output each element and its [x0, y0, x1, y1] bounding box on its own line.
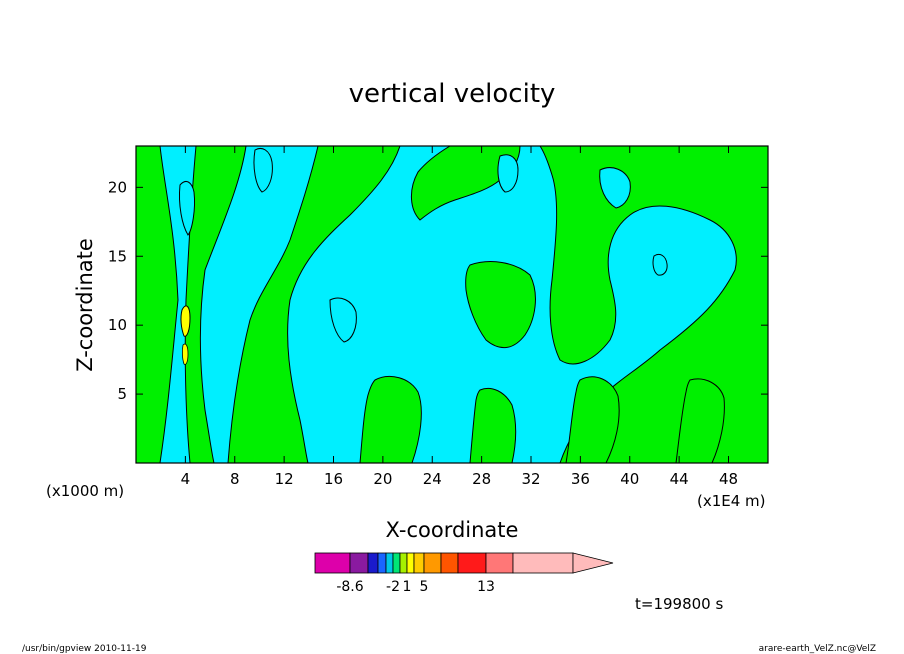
colorbar-bin: [367, 552, 379, 574]
y-tick-label: 10: [108, 316, 127, 334]
x-tick-label: 16: [324, 470, 343, 488]
colorbar-bin: [349, 552, 369, 574]
x-tick-label: 32: [521, 470, 540, 488]
x-axis: 4 8 12 16 20 24 28 32 36 40 44 48: [181, 146, 738, 488]
x-tick-label: 8: [230, 470, 240, 488]
y-axis-label: Z-coordinate: [73, 238, 97, 372]
y-unit-label: (x1000 m): [46, 482, 124, 500]
negative-islands: [179, 148, 668, 343]
colorbar-bin: [440, 552, 459, 574]
footer-left: /usr/bin/gpview 2010-11-19: [22, 644, 147, 654]
colorbar-bin: [457, 552, 487, 574]
contour-field: [136, 146, 768, 463]
colorbar-bin: [512, 552, 574, 574]
colorbar-bin: [485, 552, 514, 574]
x-tick-label: 28: [472, 470, 491, 488]
colorbar: [314, 552, 614, 574]
x-tick-label: 20: [373, 470, 392, 488]
x-tick-label: 40: [620, 470, 639, 488]
y-tick-label: 15: [108, 247, 127, 265]
colorbar-label: -2: [386, 579, 400, 595]
colorbar-label: -8.6: [336, 579, 363, 595]
colorbar-bin: [413, 552, 425, 574]
positive-regions: [136, 146, 768, 463]
strong-updraft-cell: [180, 305, 191, 337]
colorbar-bin: [399, 552, 408, 574]
plot-frame: [135, 145, 769, 464]
x-tick-label: 12: [275, 470, 294, 488]
colorbar-bin: [385, 552, 394, 574]
colorbar-bin: [423, 552, 442, 574]
x-unit-label: (x1E4 m): [697, 492, 766, 510]
time-label: t=199800 s: [635, 595, 723, 613]
y-axis: 5 10 15 20: [108, 178, 768, 403]
colorbar-label: 5: [420, 579, 429, 595]
yellow-cell: [181, 343, 189, 365]
x-tick-label: 48: [719, 470, 738, 488]
colorbar-label: 13: [477, 579, 495, 595]
y-tick-label: 20: [108, 178, 127, 196]
colorbar-bin: [406, 552, 415, 574]
x-tick-label: 44: [670, 470, 689, 488]
x-tick-label: 36: [571, 470, 590, 488]
colorbar-label: 1: [403, 579, 412, 595]
colorbar-bin: [314, 552, 351, 574]
colorbar-extension: [572, 552, 614, 574]
x-axis-label: X-coordinate: [386, 518, 519, 542]
x-tick-label: 4: [181, 470, 191, 488]
chart-title: vertical velocity: [349, 79, 556, 109]
colorbar-bin: [377, 552, 387, 574]
colorbar-labels: -8.6 -2 1 5 13: [336, 579, 495, 595]
colorbar-bin: [392, 552, 401, 574]
y-tick-label: 5: [117, 385, 127, 403]
footer-right: arare-earth_VelZ.nc@VelZ: [759, 644, 876, 654]
x-tick-label: 24: [423, 470, 442, 488]
